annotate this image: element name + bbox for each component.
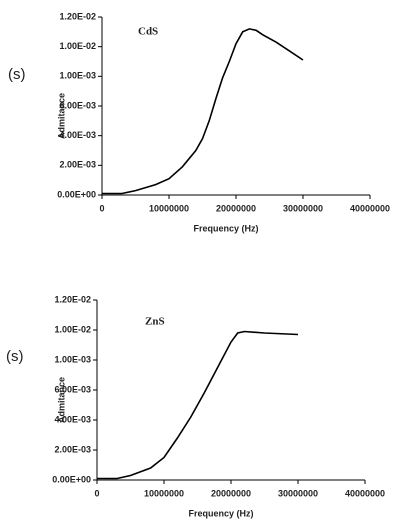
y-axis-label: Admitance — [56, 377, 66, 423]
x-tick-label: 10000000 — [144, 488, 184, 498]
y-tick-label: 0.00E+00 — [52, 474, 91, 484]
y-tick-label: 1.20E-02 — [54, 294, 91, 304]
annotation: CdS — [138, 26, 158, 38]
y-tick-label: 1.00E-02 — [54, 324, 91, 334]
y-tick-label: 4.00E-03 — [54, 414, 91, 424]
data-line — [97, 330, 299, 480]
x-tick-label: 40000000 — [345, 488, 385, 498]
x-tick-label: 30000000 — [278, 488, 318, 498]
x-axis-label: Frequency (Hz) — [193, 223, 258, 233]
annotation: ZnS — [145, 316, 165, 328]
x-tick-label: 0 — [94, 488, 99, 498]
annotation: (s) — [6, 348, 24, 365]
y-tick-label: 1.20E-02 — [59, 11, 96, 21]
x-tick-label: 20000000 — [211, 488, 251, 498]
chart: 0.00E+00 2.00E-03 4.00E-03 6.00E-03 1.00E-03… — [6, 294, 385, 518]
data-line — [102, 28, 304, 195]
x-tick-label: 40000000 — [350, 203, 390, 213]
y-tick-label: 2.00E-03 — [54, 444, 91, 454]
x-axis-label: Frequency (Hz) — [188, 508, 253, 518]
y-tick-label: 1.00E-02 — [59, 41, 96, 51]
y-tick-label: 1.00E-03 — [54, 354, 91, 364]
x-tick-label: 0 — [99, 203, 104, 213]
y-tick-label: 1.00E-03 — [59, 71, 96, 81]
x-tick-label: 10000000 — [149, 203, 189, 213]
y-tick-label: 2.00E-03 — [59, 160, 96, 170]
y-axis-label: Admitance — [56, 93, 66, 139]
annotation: (s) — [8, 66, 26, 83]
y-tick-label: 4.00E-03 — [59, 130, 96, 140]
x-tick-label: 30000000 — [283, 203, 323, 213]
x-tick-label: 20000000 — [216, 203, 256, 213]
y-tick-label: 6.00E-03 — [59, 100, 96, 110]
y-tick-label: 0.00E+00 — [57, 189, 96, 199]
chart: 0.00E+00 2.00E-03 4.00E-03 6.00E-03 1.00E-03… — [8, 11, 390, 233]
y-tick-label: 6.00E-03 — [54, 384, 91, 394]
